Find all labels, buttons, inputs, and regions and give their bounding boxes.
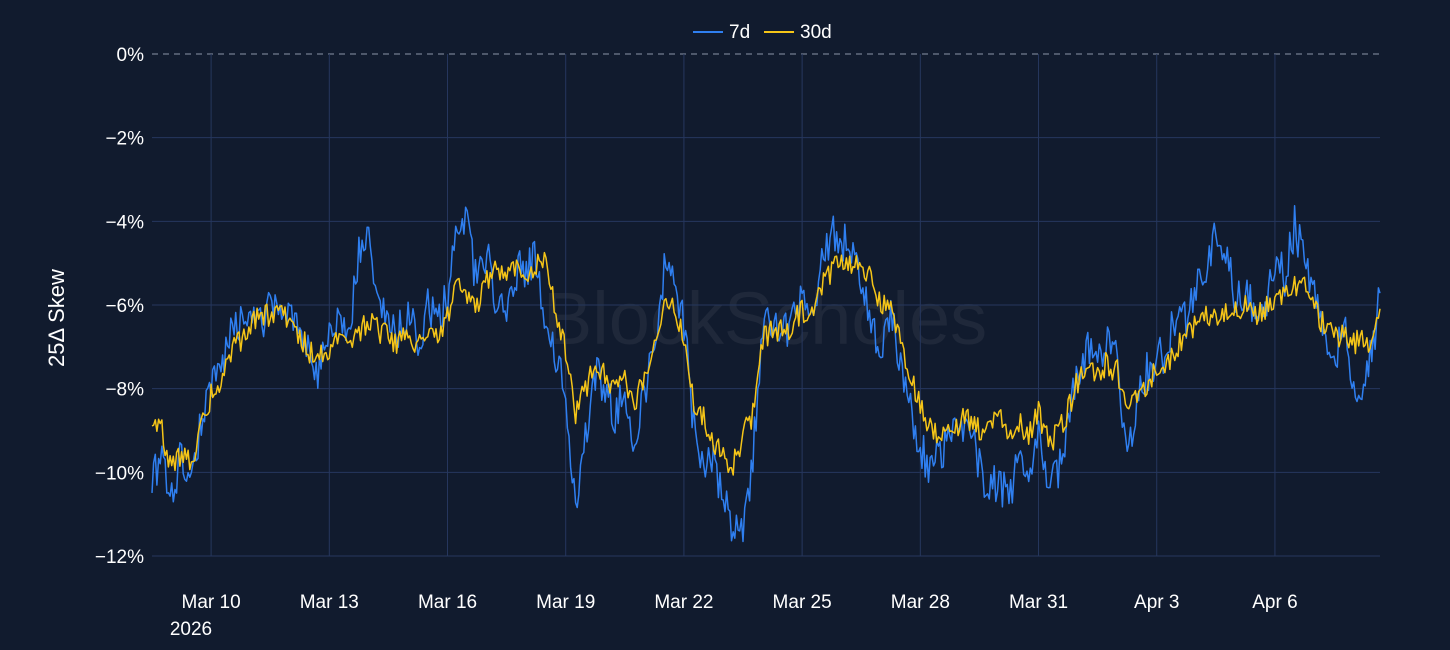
x-tick-label: Mar 22 bbox=[654, 592, 713, 613]
legend-label-30d: 30d bbox=[800, 22, 832, 43]
series-line-30d bbox=[151, 251, 1381, 476]
series-lines bbox=[151, 205, 1381, 543]
x-tick-label: Mar 10 bbox=[182, 592, 241, 613]
x-tick-label: Mar 13 bbox=[300, 592, 359, 613]
y-tick-label: −4% bbox=[105, 212, 144, 233]
y-axis-title: 25Δ Skew bbox=[44, 269, 69, 367]
y-tick-label: −6% bbox=[105, 296, 144, 317]
legend-item-30d[interactable]: 30d bbox=[764, 22, 832, 43]
y-tick-label: −10% bbox=[95, 463, 144, 484]
legend-label-7d: 7d bbox=[729, 22, 750, 43]
legend-item-7d[interactable]: 7d bbox=[693, 22, 750, 43]
y-tick-label: 0% bbox=[117, 45, 145, 66]
x-tick-label: Mar 25 bbox=[773, 592, 832, 613]
series-line-7d bbox=[151, 205, 1381, 543]
y-tick-label: −12% bbox=[95, 547, 144, 568]
x-tick-label: Apr 3 bbox=[1134, 592, 1179, 613]
x-tick-label: Mar 31 bbox=[1009, 592, 1068, 613]
y-axis-ticks: 0% −2% −4% −6% −8% −10% −12% bbox=[95, 45, 144, 568]
legend: 7d 30d bbox=[693, 22, 832, 43]
grid bbox=[152, 53, 1380, 557]
y-tick-label: −8% bbox=[105, 380, 144, 401]
x-axis-year-label: 2026 bbox=[170, 619, 212, 640]
x-tick-label: Mar 28 bbox=[891, 592, 950, 613]
x-tick-label: Mar 16 bbox=[418, 592, 477, 613]
x-tick-label: Apr 6 bbox=[1252, 592, 1297, 613]
y-tick-label: −2% bbox=[105, 129, 144, 150]
x-axis-ticks: Mar 10 Mar 13 Mar 16 Mar 19 Mar 22 Mar 25 Mar … bbox=[182, 592, 1298, 613]
x-tick-label: Mar 19 bbox=[536, 592, 595, 613]
